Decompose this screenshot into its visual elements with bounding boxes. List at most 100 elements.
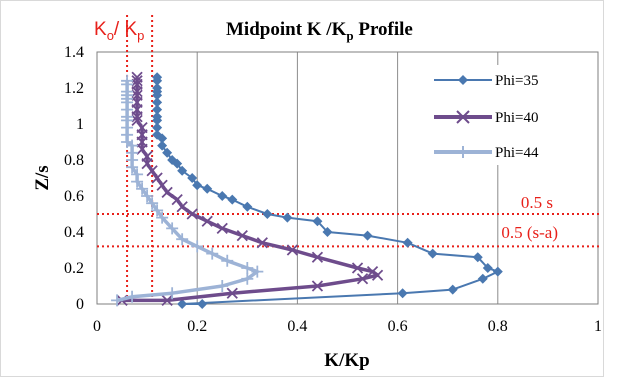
ref-label-half-s-minus-a: 0.5 (s-a): [501, 223, 558, 242]
data-point: [262, 209, 273, 219]
data-point: [477, 273, 488, 284]
data-point: [146, 165, 158, 177]
data-point: [136, 121, 148, 134]
data-point: [221, 254, 234, 267]
series-lines: [111, 71, 503, 309]
data-point: [152, 122, 163, 133]
x-tick-label: 0.6: [388, 318, 408, 335]
data-point: [397, 288, 408, 299]
chart-border: [0, 0, 604, 377]
y-axis-title: Z/s: [32, 165, 53, 190]
data-point: [226, 287, 238, 299]
kp-label-subscript: p: [137, 28, 144, 43]
data-point: [482, 263, 493, 273]
legend-item-phi44: Phi=44: [434, 145, 539, 161]
data-point: [472, 252, 483, 263]
data-point: [156, 211, 169, 224]
data-point: [312, 216, 323, 227]
data-point: [351, 262, 364, 274]
data-point: [166, 222, 179, 235]
data-point: [362, 230, 373, 241]
data-point: [152, 72, 163, 83]
data-point: [141, 150, 153, 163]
data-point: [161, 294, 173, 307]
data-point: [176, 201, 188, 213]
data-point: [167, 155, 178, 165]
x-tick-label: 0.2: [187, 318, 207, 335]
data-point: [216, 280, 229, 292]
series-phi35: [152, 72, 503, 309]
data-point: [131, 168, 144, 181]
ko-label-subscript: o: [107, 28, 114, 43]
data-point: [177, 299, 188, 309]
data-point: [141, 190, 154, 202]
ref-label-half-s: 0.5 s: [521, 193, 553, 212]
data-point: [251, 265, 264, 278]
plot-area-frame: [96, 51, 599, 305]
data-point: [152, 104, 163, 115]
data-point: [177, 165, 188, 176]
data-point: [282, 212, 293, 223]
data-point: [171, 193, 183, 206]
data-point: [366, 265, 379, 278]
ko-label-main: K: [94, 19, 107, 40]
data-point: [311, 251, 324, 263]
data-point: [187, 173, 198, 183]
data-point: [151, 172, 163, 184]
data-point: [166, 287, 179, 300]
data-point: [492, 266, 503, 277]
legend-item-phi40: Phi=40: [434, 110, 538, 126]
x-tick-label: 0.4: [287, 318, 307, 335]
data-point: [197, 299, 208, 309]
data-point: [241, 262, 254, 274]
data-point: [236, 229, 248, 242]
chart-title-subscript: p: [346, 28, 353, 43]
data-point: [131, 89, 143, 101]
data-point: [126, 290, 139, 303]
chart-title-main: Midpoint K /K: [226, 19, 347, 40]
data-point: [286, 244, 299, 256]
y-tick-label: 0.4: [64, 224, 84, 241]
data-point: [131, 114, 143, 127]
data-point: [131, 71, 143, 83]
data-point: [156, 179, 168, 191]
legend-label-phi35: Phi=35: [495, 73, 538, 89]
data-point: [157, 140, 168, 151]
y-tick-label: 0: [76, 296, 84, 313]
chart-title-tail: Profile: [354, 19, 413, 40]
data-point: [256, 237, 268, 249]
chart-title: Midpoint K /Kp Profile: [226, 19, 413, 43]
data-point: [162, 147, 173, 158]
series-phi40: [116, 71, 384, 307]
data-point: [217, 191, 228, 201]
data-point: [152, 129, 163, 140]
reference-lines: [97, 15, 600, 304]
data-point: [227, 194, 238, 205]
data-point: [447, 284, 458, 295]
x-tick-label: 0: [93, 318, 101, 335]
data-point: [152, 111, 163, 122]
legend: Phi=35 Phi=40 Phi=44: [430, 65, 550, 165]
y-tick-label: 0.6: [64, 188, 84, 205]
data-point: [371, 269, 384, 281]
data-point: [146, 197, 159, 210]
data-point: [216, 222, 228, 235]
data-point: [151, 204, 164, 217]
legend-marker-phi35: [458, 75, 468, 85]
data-point: [202, 183, 213, 194]
data-point: [356, 273, 369, 285]
slash-label: / K: [114, 19, 138, 40]
data-point: [136, 182, 149, 195]
data-point: [131, 75, 143, 87]
legend-label-phi40: Phi=40: [495, 110, 538, 126]
y-tick-label: 1.4: [64, 44, 84, 61]
data-point: [242, 201, 253, 212]
data-point: [152, 83, 163, 93]
data-point: [322, 227, 333, 237]
x-tick-label: 1: [594, 318, 602, 335]
data-point: [161, 186, 173, 199]
legend-marker-phi40: [456, 110, 470, 124]
y-tick-label: 1.2: [64, 80, 84, 97]
